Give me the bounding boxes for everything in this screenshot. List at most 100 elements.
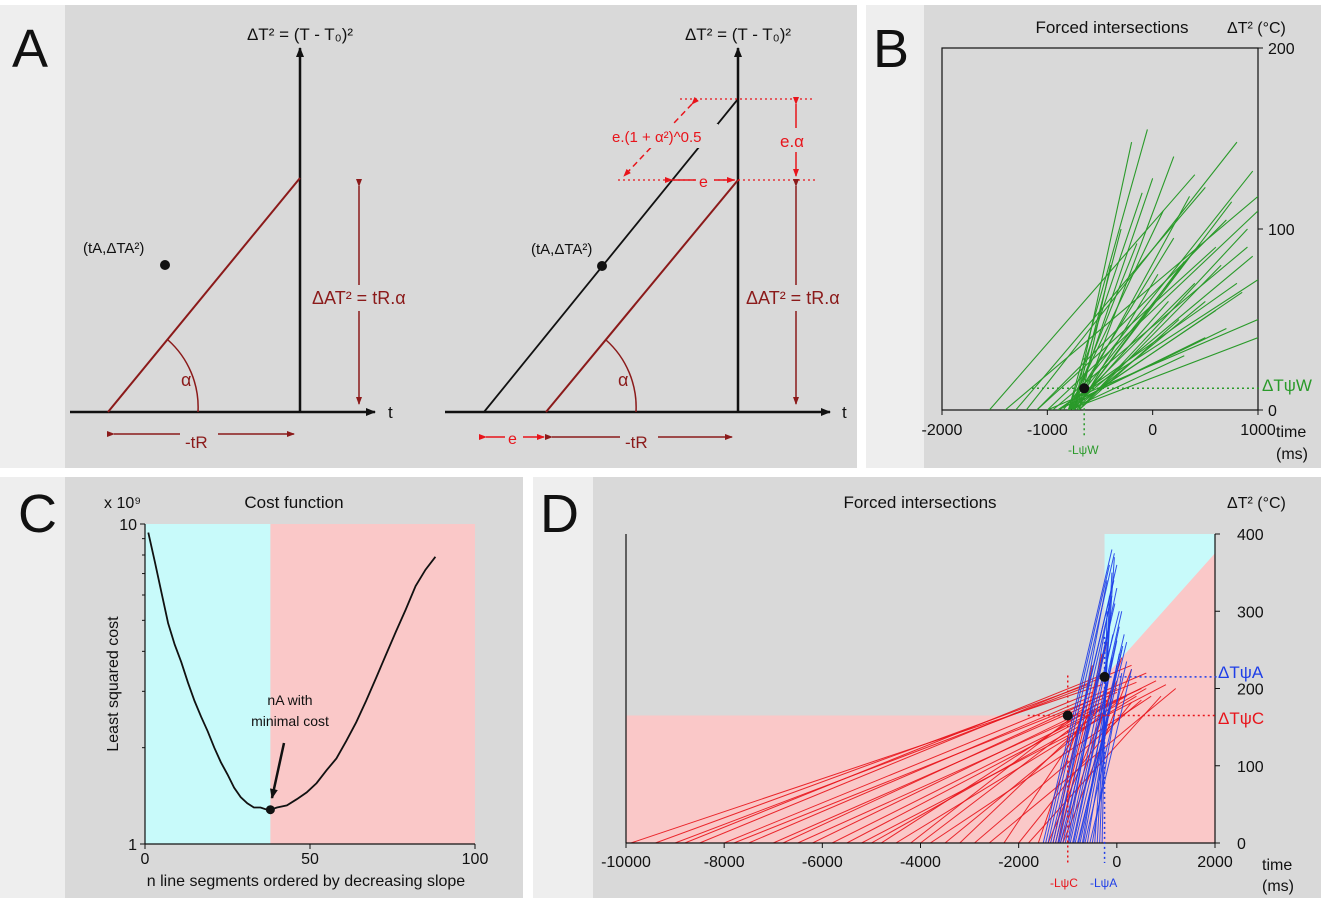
b-line-segment — [988, 174, 1196, 410]
c-cyan-region — [145, 524, 271, 844]
b-lines — [988, 129, 1258, 410]
b-y-tick-label: 100 — [1268, 222, 1295, 239]
b-line-segment — [1078, 228, 1248, 410]
c-xlabel: n line segments ordered by decreasing sl… — [147, 873, 466, 890]
d-marker-c-x-label: -LψC — [1050, 876, 1078, 890]
a-left-angle-label: α — [181, 370, 191, 390]
d-intersection-point-c — [1062, 710, 1073, 721]
d-y-unit-label: ΔT² (°C) — [1227, 495, 1286, 512]
d-line-segment — [1050, 580, 1115, 843]
a-right-width-label-bg — [620, 424, 658, 450]
b-y-tick-label: 200 — [1268, 41, 1295, 58]
d-ticks: -10000 -8000 -6000 -4000 -2000 0 2000010020030… — [601, 527, 1264, 871]
a-left-width-label: -tR — [185, 433, 208, 452]
d-x-tick-label: -10000 — [601, 854, 651, 871]
a-right-horizontal-gap-label: e — [699, 174, 708, 191]
a-right-y-axis-label: ΔT² = (T - T₀)² — [685, 25, 791, 44]
d-line-segment — [655, 684, 1088, 843]
a-right-diagonal-label-bg — [608, 124, 718, 148]
a-right-width-label: -tR — [625, 433, 648, 452]
a-left-height-label: ΔAT² = tR.α — [312, 288, 406, 308]
b-line-segment — [1067, 192, 1143, 410]
b-line-segment — [1036, 219, 1227, 410]
d-line-segment — [1067, 603, 1110, 843]
panel-b-left-strip — [866, 5, 924, 468]
a-left-point — [160, 260, 170, 270]
b-intersection-point — [1079, 383, 1090, 394]
panel-d-letter: D — [540, 484, 579, 544]
b-line-segment — [1036, 246, 1217, 410]
b-line-segment — [1078, 319, 1180, 410]
d-line-segment — [1058, 603, 1116, 843]
c-ticks: 0 50 100 1 10 — [119, 517, 488, 868]
d-marker-a-y-label: ΔTψA — [1218, 663, 1264, 682]
b-x-unit-label: time — [1276, 424, 1306, 441]
d-line-segment — [782, 688, 1118, 843]
c-x-tick-label: 0 — [141, 851, 150, 868]
d-marker-a-x-label: -LψA — [1090, 876, 1117, 890]
d-line-segment — [1078, 645, 1124, 843]
d-x-tick-label: -4000 — [900, 854, 941, 871]
b-y-unit-label: ΔT² (°C) — [1227, 20, 1286, 37]
d-x-tick-label: 2000 — [1197, 854, 1233, 871]
a-left-y-axis-label: ΔT² = (T - T₀)² — [247, 25, 353, 44]
a-right-point-label: (tA,ΔTA²) — [531, 241, 592, 258]
d-line-segment — [1073, 640, 1118, 843]
d-x-unit-label: time — [1262, 857, 1292, 874]
panel-b-chart: Forced intersections ΔT² (°C) time (ms) … — [922, 18, 1312, 463]
d-line-segment — [910, 705, 1088, 843]
a-right-height-label: ΔAT² = tR.α — [746, 288, 840, 308]
panel-c-chart: Cost function x 10⁹ Least squared cost n… — [104, 493, 488, 890]
b-line-segment — [1073, 201, 1233, 410]
d-line-segment — [1054, 653, 1103, 843]
b-x-tick-label: 0 — [1148, 422, 1157, 439]
panel-a-right-diagram: ΔT² = (T - T₀)² t α (tA,ΔTA²) e.(1 + α²)… — [445, 25, 852, 452]
c-x-tick-label: 100 — [462, 851, 489, 868]
d-line-segment — [920, 700, 1108, 843]
d-line-segment — [723, 691, 1093, 843]
a-right-vertical-gap-label-bg — [778, 128, 818, 152]
a-right-height-label-bg — [744, 285, 852, 311]
a-left-height-label-bg — [308, 285, 436, 311]
panel-c-left-strip — [0, 477, 65, 898]
b-x-unit-sub: (ms) — [1276, 446, 1308, 463]
d-line-segment — [1054, 595, 1113, 843]
a-right-offset-label-bg — [505, 427, 523, 449]
c-annotation-line1: nA with — [267, 692, 312, 708]
d-line-segment — [699, 664, 1132, 843]
c-annotation-line2: minimal cost — [251, 713, 329, 729]
panel-a-letter: A — [12, 19, 49, 79]
a-left-reference-line — [107, 177, 301, 413]
c-annotation-arrow — [270, 742, 286, 799]
b-line-segment — [1078, 264, 1222, 410]
b-line-segment — [1068, 255, 1254, 410]
c-minimum-point — [265, 805, 275, 815]
d-line-segment — [797, 688, 1142, 843]
a-right-point — [597, 261, 607, 271]
a-right-angle-arc — [605, 339, 637, 413]
b-line-segment — [1073, 228, 1122, 410]
d-line-segment — [1091, 672, 1123, 843]
b-marker-x-label: -LψW — [1068, 443, 1099, 457]
c-x-tick-label: 50 — [301, 851, 319, 868]
d-line-segment — [1064, 618, 1112, 843]
d-y-tick-label: 0 — [1237, 836, 1246, 853]
panel-c-letter: C — [18, 484, 57, 544]
d-line-segment — [1068, 634, 1114, 843]
a-right-horizontal-gap-label-bg — [696, 170, 714, 192]
d-line-segment — [674, 684, 1093, 843]
c-y-tick-label: 10 — [119, 517, 137, 534]
c-title: Cost function — [244, 493, 343, 512]
d-line-segment — [812, 699, 1108, 843]
d-line-segment — [930, 695, 1152, 843]
panel-d-chart: Forced intersections ΔT² (°C) time (ms) … — [601, 493, 1294, 895]
b-line-segment — [1067, 243, 1201, 410]
d-marker-c-y-label: ΔTψC — [1218, 709, 1264, 728]
d-y-tick-label: 400 — [1237, 527, 1264, 544]
d-line-segment — [1084, 661, 1128, 843]
b-line-segment — [1072, 301, 1169, 410]
b-line-segment — [1076, 273, 1159, 410]
a-right-offset-label: e — [508, 431, 517, 448]
d-x-tick-label: -8000 — [704, 854, 745, 871]
b-marker-y-label: ΔTψW — [1262, 376, 1312, 395]
